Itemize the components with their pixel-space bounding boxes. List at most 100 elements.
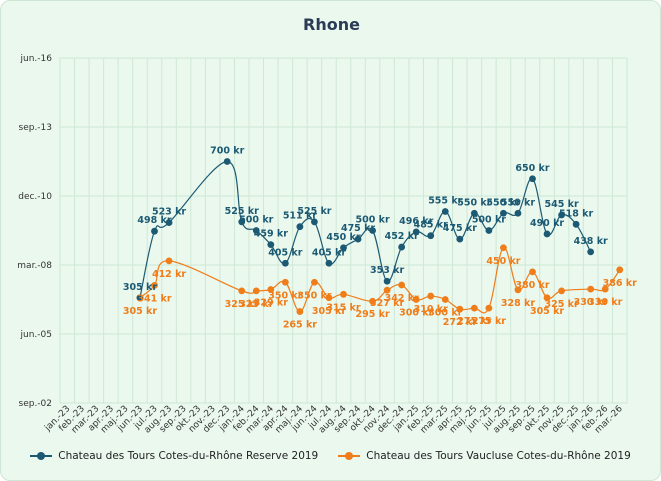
data-point [223,158,231,165]
data-point [398,243,406,251]
data-label: 325 kr [225,299,259,310]
data-label: 523 kr [152,207,186,218]
data-point [369,227,376,234]
data-label: 550 kr [501,197,535,208]
data-label: 265 kr [283,320,317,331]
data-point [398,281,406,289]
data-label: 500 kr [239,215,273,226]
data-point [601,285,609,293]
data-point [470,209,478,217]
data-label: 325 kr [239,299,273,310]
data-label: 475 kr [443,223,477,234]
data-label: 459 kr [254,229,288,240]
data-label: 412 kr [152,269,186,280]
data-label: 550 kr [486,197,520,208]
data-point [267,241,275,249]
data-label: 329 kr [254,297,288,308]
data-point [325,259,333,267]
data-label: 511 kr [283,211,317,222]
grid-lines [59,57,628,404]
data-point [456,235,464,243]
data-label: 525 kr [297,206,331,217]
data-point [325,294,333,302]
data-label: 310 kr [414,304,448,315]
data-label: 350 kr [297,290,331,301]
data-label: 518 kr [559,208,593,219]
data-label: 450 kr [486,256,520,267]
data-label: 450 kr [326,232,360,243]
data-label: 550 kr [457,197,491,208]
y-tick-label: jun.-05 [20,330,52,340]
data-point [296,223,304,231]
data-point [500,244,507,252]
y-tick-label: sep.-13 [19,123,53,133]
data-label: 305 kr [123,306,157,317]
data-point [485,304,493,312]
data-point [412,296,420,303]
data-point [616,266,624,274]
data-point [441,296,449,303]
data-point [514,209,522,217]
data-point [238,218,246,226]
data-point [485,227,493,234]
data-label: 300 kr [428,308,462,319]
data-point [311,278,318,286]
data-point [587,285,595,293]
data-point [456,305,464,313]
legend-label-vaucluse: Chateau des Tours Vaucluse Cotes-du-Rhôn… [366,450,631,462]
data-point [529,175,536,183]
y-tick-label: jun.-16 [20,54,53,64]
data-point [427,232,435,240]
series-line [139,247,621,314]
data-label: 330 kr [574,297,608,308]
data-point [427,292,435,300]
data-point [252,287,260,295]
data-point [165,257,173,265]
data-point [500,209,507,217]
data-label: 545 kr [545,199,579,210]
data-label: 295 kr [356,309,390,320]
data-label: 500 kr [356,215,390,226]
data-point [296,308,304,315]
legend-swatch-vaucluse [338,451,361,461]
data-label: 305 kr [530,306,564,317]
data-label: 315 kr [326,302,360,313]
data-point [340,290,347,298]
data-label: 342 kr [385,293,419,304]
legend-item-reserve[interactable]: Chateau des Tours Cotes-du-Rhône Reserve… [30,450,318,462]
data-point [412,228,420,236]
data-label: 490 kr [530,218,564,229]
data-label: 327 kr [370,298,404,309]
data-point [543,230,551,238]
data-label: 305 kr [312,306,346,317]
data-point [238,287,246,295]
data-label: 525 kr [225,206,259,217]
data-point [514,286,522,294]
series-reserve [136,158,595,302]
legend-swatch-reserve [30,451,53,461]
data-point [165,219,173,226]
legend-item-vaucluse[interactable]: Chateau des Tours Vaucluse Cotes-du-Rhôn… [338,450,631,462]
data-point [383,286,391,294]
data-label: 650 kr [515,163,549,174]
data-point [543,294,551,302]
data-label: 405 kr [312,247,346,258]
data-label: 700 kr [210,146,244,157]
data-point [529,268,536,276]
data-point [572,220,580,228]
data-point [354,235,362,243]
data-label: 330 kr [588,297,622,308]
data-label: 496 kr [399,216,433,227]
data-point [281,259,289,267]
data-label: 500 kr [472,215,506,226]
data-point [470,304,478,312]
data-point [151,227,158,235]
data-point [369,297,376,305]
data-label: 405 kr [268,247,302,258]
y-tick-label: dec.-10 [18,192,52,202]
data-point [311,218,318,226]
data-label: 498 kr [137,215,171,226]
data-point [558,287,565,295]
data-point [587,248,595,256]
y-tick-label: sep.-02 [19,399,53,409]
